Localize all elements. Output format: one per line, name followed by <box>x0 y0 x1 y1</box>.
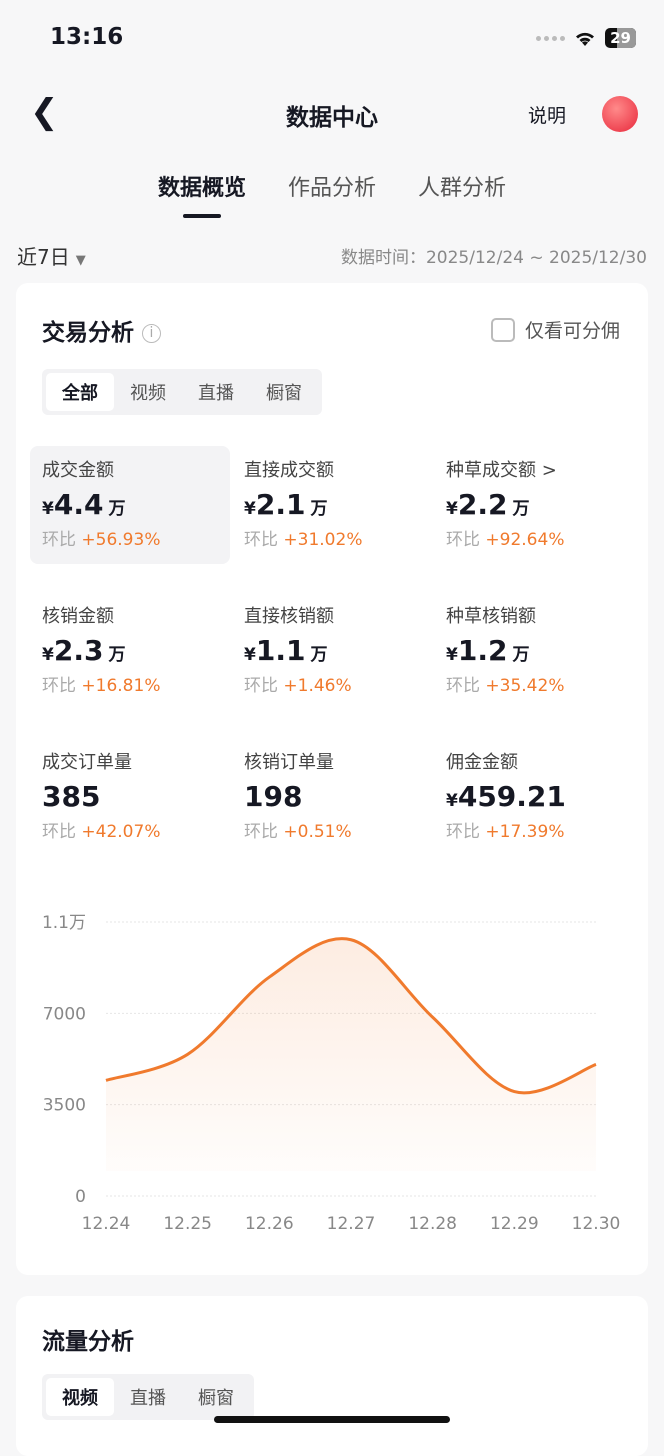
metric-value: ¥1.2 万 <box>446 634 530 667</box>
segment-video[interactable]: 视频 <box>46 1378 114 1416</box>
x-tick-label: 12.30 <box>572 1214 621 1234</box>
tab-audience[interactable]: 人群分析 <box>418 176 507 201</box>
page-title: 数据中心 <box>286 105 378 131</box>
metric-ratio: 环比 +35.42% <box>446 676 565 696</box>
checkbox-icon <box>490 317 515 342</box>
trade-analysis-card: 交易分析 i 仅看可分佣 全部 视频 直播 橱窗 成交金额 ¥4.4 万 环比 +5… <box>16 283 648 1275</box>
help-link[interactable]: 说明 <box>527 105 566 127</box>
metric-tile[interactable]: 核销订单量 198 环比 +0.51% <box>232 738 432 856</box>
metric-tile[interactable]: 直接核销额 ¥1.1 万 环比 +1.46% <box>232 592 432 710</box>
card-title: 交易分析 i <box>42 313 161 347</box>
caret-down-icon: ▼ <box>75 253 86 268</box>
assistant-avatar[interactable] <box>602 96 638 132</box>
segment-window[interactable]: 橱窗 <box>198 1388 234 1409</box>
metric-tile[interactable]: 核销金额 ¥2.3 万 环比 +16.81% <box>30 592 230 710</box>
status-icons: 29 <box>536 28 636 48</box>
metric-value: ¥459.21 <box>446 780 566 813</box>
metric-tile[interactable]: 种草成交额 > ¥2.2 万 环比 +92.64% <box>434 446 634 564</box>
y-tick-label: 3500 <box>43 1096 86 1116</box>
x-tick-label: 12.28 <box>408 1214 457 1234</box>
segment-live[interactable]: 直播 <box>130 1388 166 1409</box>
metric-label: 成交订单量 <box>42 752 132 773</box>
metric-value: ¥1.1 万 <box>244 634 328 667</box>
metric-label: 成交金额 <box>42 460 114 481</box>
nav-bar: ❮ 数据中心 说明 <box>0 88 664 138</box>
battery-icon: 29 <box>605 28 636 48</box>
metric-value: 198 <box>244 780 303 813</box>
traffic-segment: 视频 直播 橱窗 <box>42 1374 254 1420</box>
metric-value: ¥2.3 万 <box>42 634 126 667</box>
metric-ratio: 环比 +31.02% <box>244 530 363 550</box>
checkbox-label: 仅看可分佣 <box>524 320 620 342</box>
segment-video[interactable]: 视频 <box>130 383 166 404</box>
date-range-label: 近7日 <box>17 245 70 269</box>
metric-label: 核销金额 <box>42 606 114 627</box>
metric-ratio: 环比 +92.64% <box>446 530 565 550</box>
trade-segment: 全部 视频 直播 橱窗 <box>42 369 322 415</box>
metric-tile[interactable]: 成交金额 ¥4.4 万 环比 +56.93% <box>30 446 230 564</box>
x-tick-label: 12.24 <box>82 1214 131 1234</box>
metric-label: 种草成交额 > <box>446 460 557 481</box>
metric-label: 佣金金额 <box>446 752 518 773</box>
x-tick-label: 12.25 <box>163 1214 212 1234</box>
metric-ratio: 环比 +42.07% <box>42 822 161 842</box>
metric-value: ¥2.1 万 <box>244 488 328 521</box>
wifi-icon <box>576 32 595 46</box>
back-icon[interactable]: ❮ <box>30 92 59 132</box>
series-line <box>105 937 597 1095</box>
metric-label: 种草核销额 <box>446 606 536 627</box>
x-tick-label: 12.29 <box>490 1214 539 1234</box>
metric-label: 核销订单量 <box>244 752 334 773</box>
metric-ratio: 环比 +1.46% <box>244 676 352 696</box>
metric-value: ¥2.2 万 <box>446 488 530 521</box>
metric-label: 直接成交额 <box>244 460 334 481</box>
metric-ratio: 环比 +0.51% <box>244 822 352 842</box>
y-tick-label: 0 <box>75 1187 86 1207</box>
metric-ratio: 环比 +17.39% <box>446 822 565 842</box>
main-tabs: 数据概览 作品分析 人群分析 <box>0 170 664 218</box>
metric-tile[interactable]: 种草核销额 ¥1.2 万 环比 +35.42% <box>434 592 634 710</box>
metric-label: 直接核销额 <box>244 606 334 627</box>
date-range-dropdown[interactable]: 近7日 ▼ <box>17 241 86 270</box>
metric-value: 385 <box>42 780 101 813</box>
info-icon[interactable]: i <box>142 324 161 343</box>
metric-tile[interactable]: 直接成交额 ¥2.1 万 环比 +31.02% <box>232 446 432 564</box>
traffic-analysis-card: 流量分析 视频 直播 橱窗 <box>16 1296 648 1456</box>
metric-ratio: 环比 +56.93% <box>42 530 161 550</box>
x-tick-label: 12.26 <box>245 1214 294 1234</box>
tab-works[interactable]: 作品分析 <box>287 176 376 201</box>
trade-chart: 0 3500 7000 1.1万 12.24 12.25 12.26 12.27 12.28 12… <box>42 913 621 1234</box>
metric-tile[interactable]: 佣金金额 ¥459.21 环比 +17.39% <box>434 738 634 856</box>
y-tick-label: 7000 <box>43 1004 86 1024</box>
metric-ratio: 环比 +16.81% <box>42 676 161 696</box>
x-tick-label: 12.27 <box>327 1214 376 1234</box>
segment-window[interactable]: 橱窗 <box>266 383 302 404</box>
card-title: 流量分析 <box>42 1329 134 1355</box>
segment-all[interactable]: 全部 <box>46 373 114 411</box>
segment-live[interactable]: 直播 <box>198 383 234 404</box>
home-indicator[interactable] <box>214 1416 450 1423</box>
metric-value: ¥4.4 万 <box>42 488 126 521</box>
status-time: 13:16 <box>50 24 124 50</box>
y-tick-label: 1.1万 <box>42 913 86 933</box>
metric-tile[interactable]: 成交订单量 385 环比 +42.07% <box>30 738 230 856</box>
area-fill <box>106 938 596 1171</box>
commission-only-checkbox[interactable]: 仅看可分佣 <box>490 316 620 343</box>
data-time: 数据时间：2025/12/24 ~ 2025/12/30 <box>340 248 647 268</box>
signal-icon <box>536 35 566 41</box>
tab-overview[interactable]: 数据概览 <box>158 170 246 218</box>
